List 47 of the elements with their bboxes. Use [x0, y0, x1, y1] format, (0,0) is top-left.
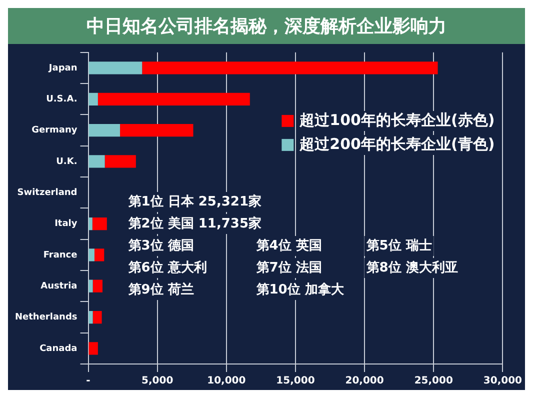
annotation: 第10位 加拿大 — [255, 281, 345, 298]
annotation: 第5位 瑞士 — [365, 238, 432, 254]
bar — [88, 62, 142, 74]
legend-label: 超过200年的长寿企业(青色) — [298, 134, 495, 153]
annotation: 第8位 澳大利亚 — [365, 259, 458, 276]
y-tick-label: France — [43, 250, 78, 260]
x-tick-label: 5,000 — [142, 376, 174, 387]
annotation: 第2位 美国 11,735家 — [127, 215, 262, 232]
bar — [98, 92, 250, 106]
annotation: 第9位 荷兰 — [127, 281, 194, 298]
y-tick-label: Japan — [48, 63, 78, 74]
bar — [88, 310, 93, 324]
annotation: 第1位 日本 25,321家 — [127, 193, 262, 210]
x-tick-label: 20,000 — [345, 376, 384, 387]
annotation: 第6位 意大利 — [127, 259, 207, 276]
y-tick-label: U.S.A. — [46, 94, 78, 104]
y-tick-label: Austria — [40, 281, 78, 292]
bar — [92, 217, 107, 230]
bar — [88, 217, 92, 230]
bar — [88, 92, 98, 106]
x-tick-label: 25,000 — [414, 376, 453, 387]
annotation: 第4位 英国 — [255, 238, 322, 254]
x-tick-label: 10,000 — [207, 376, 246, 387]
bar — [92, 310, 102, 324]
y-tick-label: Netherlands — [14, 312, 78, 323]
x-tick-label: - — [86, 376, 90, 387]
x-tick-label: 15,000 — [276, 376, 315, 387]
y-tick-label: Canada — [40, 344, 78, 354]
bar — [120, 124, 194, 137]
bar — [88, 124, 120, 137]
x-tick-label: 30,000 — [483, 376, 522, 387]
bar — [142, 62, 438, 74]
bar — [88, 280, 93, 292]
annotation: 第3位 德国 — [127, 238, 194, 254]
bar — [94, 248, 104, 262]
bar — [92, 280, 102, 292]
y-tick-label: Switzerland — [17, 188, 78, 198]
bar — [88, 248, 94, 262]
y-tick-label: Germany — [32, 126, 78, 136]
chart-title: 中日知名公司排名揭秘，深度解析企业影响力 — [8, 8, 525, 44]
bar — [88, 155, 105, 168]
bar — [88, 342, 98, 355]
y-tick-label: U.K. — [56, 156, 78, 167]
y-tick-label: Italy — [54, 219, 78, 230]
annotation: 第7位 法国 — [255, 260, 322, 276]
legend-label: 超过100年的长寿企业(赤色) — [298, 110, 495, 129]
bar — [104, 155, 136, 168]
